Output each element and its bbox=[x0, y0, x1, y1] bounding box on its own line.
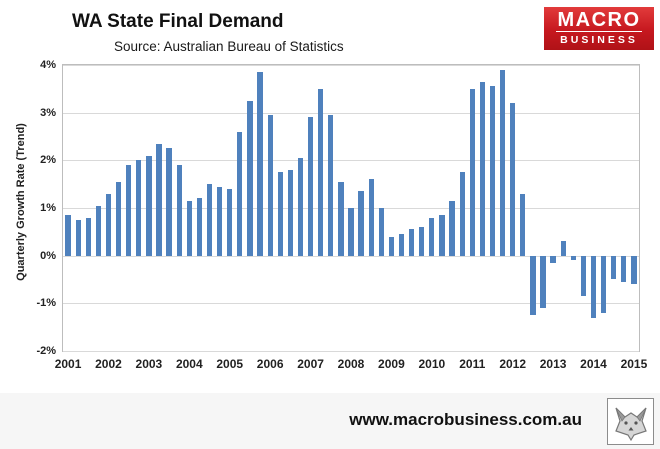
bar-2004-Q3 bbox=[206, 184, 213, 256]
bar-2011-Q1 bbox=[469, 88, 475, 256]
bar-2010-Q3 bbox=[449, 200, 455, 256]
bar-2006-Q3 bbox=[287, 169, 293, 256]
bar-2009-Q1 bbox=[388, 236, 395, 256]
bar-2006-Q1 bbox=[267, 115, 273, 256]
bar-2007-Q4 bbox=[338, 181, 344, 256]
bar-2014-Q4 bbox=[621, 255, 627, 282]
y-axis-tick-label: 2% bbox=[40, 154, 56, 167]
bar-2011-Q3 bbox=[489, 86, 496, 256]
y-axis-tick-label: 4% bbox=[40, 59, 56, 71]
macrobusiness-fox-logo bbox=[607, 398, 654, 445]
bar-2008-Q3 bbox=[368, 179, 374, 256]
bar-2005-Q3 bbox=[247, 100, 253, 256]
x-axis-tick-label: 2011 bbox=[459, 357, 486, 371]
bar-2010-Q4 bbox=[459, 172, 465, 256]
bar-2009-Q3 bbox=[409, 229, 415, 256]
bar-2014-Q2 bbox=[601, 255, 607, 313]
bar-2012-Q4 bbox=[540, 255, 546, 309]
bar-2008-Q2 bbox=[358, 191, 364, 256]
chart-subtitle: Source: Australian Bureau of Statistics bbox=[114, 39, 344, 54]
bar-2003-Q1 bbox=[146, 155, 152, 256]
bar-2001-Q3 bbox=[85, 217, 91, 256]
bar-2008-Q1 bbox=[348, 208, 354, 256]
bar-2010-Q2 bbox=[439, 215, 445, 256]
y-axis-tick-label: -2% bbox=[36, 345, 56, 357]
gridline bbox=[63, 351, 639, 352]
bar-2007-Q2 bbox=[318, 88, 324, 256]
macrobusiness-logo: MACRO BUSINESS bbox=[544, 7, 654, 50]
bar-2003-Q3 bbox=[166, 148, 172, 256]
x-axis-tick-label: 2013 bbox=[539, 357, 567, 371]
y-axis-tick-label: 0% bbox=[40, 249, 56, 262]
bar-2011-Q2 bbox=[479, 81, 485, 256]
x-axis-tick-label: 2007 bbox=[297, 357, 324, 371]
bar-2012-Q2 bbox=[520, 193, 526, 256]
gridline bbox=[63, 303, 639, 305]
bar-2002-Q1 bbox=[105, 193, 112, 256]
y-axis-tick-label: -1% bbox=[36, 297, 56, 310]
footer: www.macrobusiness.com.au bbox=[0, 393, 660, 449]
bar-2006-Q2 bbox=[277, 172, 283, 256]
x-axis-tick-label: 2012 bbox=[499, 357, 527, 371]
bar-2008-Q4 bbox=[378, 208, 384, 256]
chart-title: WA State Final Demand bbox=[72, 11, 284, 32]
bar-2002-Q3 bbox=[126, 165, 132, 256]
x-axis-tick-label: 2008 bbox=[337, 357, 365, 371]
x-axis-tick-label: 2004 bbox=[175, 357, 203, 371]
bar-2003-Q2 bbox=[156, 143, 162, 256]
bar-2012-Q1 bbox=[510, 103, 516, 256]
bar-2001-Q4 bbox=[95, 205, 101, 256]
bar-2003-Q4 bbox=[176, 165, 182, 256]
bar-2011-Q4 bbox=[499, 69, 506, 256]
bar-2012-Q3 bbox=[530, 255, 536, 316]
bar-2015-Q1 bbox=[631, 255, 637, 285]
bar-2013-Q2 bbox=[560, 241, 566, 256]
bar-2010-Q1 bbox=[429, 217, 435, 256]
x-axis-tick-label: 2014 bbox=[580, 357, 607, 371]
gridline bbox=[63, 65, 639, 66]
x-axis-tick-label: 2002 bbox=[95, 357, 122, 371]
bar-2005-Q2 bbox=[237, 131, 243, 256]
bar-2005-Q1 bbox=[227, 188, 233, 256]
fox-icon bbox=[614, 407, 647, 441]
x-axis-tick-label: 2009 bbox=[378, 357, 405, 371]
gridline bbox=[63, 112, 639, 114]
y-axis-tick-label: 1% bbox=[40, 202, 56, 214]
bar-2013-Q1 bbox=[550, 255, 556, 263]
website-url: www.macrobusiness.com.au bbox=[349, 410, 582, 429]
bar-2004-Q4 bbox=[217, 186, 223, 256]
gridline bbox=[63, 160, 639, 162]
y-axis-tick-label: 3% bbox=[40, 106, 56, 119]
logo-macro-text: MACRO bbox=[557, 9, 641, 31]
bar-2013-Q3 bbox=[570, 255, 576, 261]
y-axis-label: Quarterly Growth Rate (Trend) bbox=[15, 123, 27, 281]
bar-2014-Q3 bbox=[611, 255, 617, 280]
x-axis-tick-label: 2010 bbox=[418, 357, 446, 371]
bar-2002-Q2 bbox=[115, 181, 122, 256]
logo-business-text: BUSINESS bbox=[560, 34, 638, 46]
bar-2006-Q4 bbox=[297, 157, 304, 256]
bar-2009-Q4 bbox=[419, 227, 425, 256]
x-axis-tick-label: 2015 bbox=[620, 357, 648, 371]
logo-divider bbox=[556, 31, 642, 32]
bar-2005-Q4 bbox=[257, 72, 263, 256]
bar-2002-Q4 bbox=[136, 160, 142, 256]
bar-2007-Q3 bbox=[328, 115, 334, 256]
bar-2004-Q1 bbox=[186, 200, 192, 256]
bar-2004-Q2 bbox=[196, 198, 203, 256]
x-axis-tick-label: 2006 bbox=[256, 357, 284, 371]
bar-2007-Q1 bbox=[307, 117, 314, 256]
bar-chart-plot-area: 4% 3% 2% 1% 0% -1% -2% 2001 2002 2003 2004 2005 2006… bbox=[36, 59, 647, 371]
x-axis-tick-label: 2001 bbox=[54, 357, 82, 371]
bar-2009-Q2 bbox=[398, 234, 405, 256]
bar-2001-Q2 bbox=[75, 219, 81, 256]
bar-2013-Q4 bbox=[580, 255, 587, 297]
bar-2014-Q1 bbox=[590, 255, 597, 318]
x-axis-tick-label: 2005 bbox=[216, 357, 244, 371]
zero-gridline bbox=[63, 255, 639, 257]
bar-2001-Q1 bbox=[65, 215, 71, 256]
x-axis-tick-label: 2003 bbox=[135, 357, 163, 371]
